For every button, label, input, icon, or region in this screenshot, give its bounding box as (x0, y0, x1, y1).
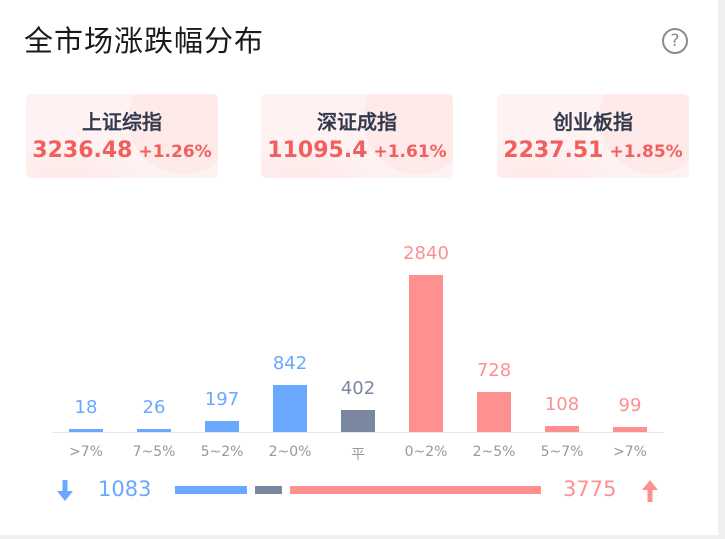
index-name: 创业板指 (553, 110, 633, 134)
arrow-down-icon (57, 480, 73, 501)
bar-5[interactable] (409, 275, 443, 432)
index-change: +1.61% (373, 142, 447, 162)
page-title: 全市场涨跌幅分布 (24, 24, 265, 58)
data-label-3: 842 (272, 353, 308, 375)
bar-0[interactable] (69, 429, 103, 432)
bar-1[interactable] (137, 429, 171, 432)
question-circle-icon[interactable]: ? (662, 28, 688, 54)
x-tick-label-8: >7% (613, 444, 647, 460)
bar-6[interactable] (477, 391, 511, 432)
x-tick-label-1: 7~5% (132, 444, 176, 460)
up-segment (289, 486, 541, 494)
index-change: +1.85% (609, 142, 683, 162)
bar-7[interactable] (545, 426, 579, 432)
bar-3[interactable] (273, 385, 307, 432)
data-label-6: 728 (476, 359, 512, 381)
data-label-2: 197 (204, 389, 240, 411)
index-price: 3236.48 (32, 138, 133, 163)
index-price: 11095.4 (267, 138, 368, 163)
index-name: 深证成指 (317, 110, 397, 134)
data-label-7: 108 (544, 394, 580, 416)
bar-2[interactable] (205, 421, 239, 432)
bar-8[interactable] (613, 426, 647, 432)
index-change: +1.26% (138, 142, 212, 162)
x-tick-label-2: 5~2% (200, 444, 244, 460)
data-label-5: 2840 (403, 243, 449, 264)
index-card-chinext[interactable]: 创业板指 2237.51 +1.85% (497, 94, 689, 178)
x-tick-label-7: 5~7% (540, 444, 584, 460)
data-label-4: 402 (340, 377, 376, 399)
x-tick-label-0: >7% (69, 444, 103, 460)
data-label-1: 26 (142, 397, 166, 418)
x-tick-label-4: 平 (351, 447, 365, 463)
up-count: 3775 (563, 477, 617, 501)
x-axis-line (52, 432, 664, 433)
index-card-shenzhen[interactable]: 深证成指 11095.4 +1.61% (261, 94, 453, 178)
data-label-0: 18 (74, 397, 98, 418)
arrow-up-icon (642, 480, 658, 502)
flat-segment (255, 486, 282, 494)
index-card-shanghai[interactable]: 上证综指 3236.48 +1.26% (26, 94, 218, 178)
x-tick-label-5: 0~2% (404, 444, 448, 460)
bar-4[interactable] (341, 409, 375, 432)
x-tick-label-6: 2~5% (472, 444, 516, 460)
down-count: 1083 (98, 477, 152, 501)
index-name: 上证综指 (82, 110, 162, 134)
data-label-8: 99 (618, 394, 642, 416)
down-segment (175, 486, 248, 494)
index-price: 2237.51 (503, 138, 604, 163)
x-tick-label-3: 2~0% (268, 444, 312, 460)
